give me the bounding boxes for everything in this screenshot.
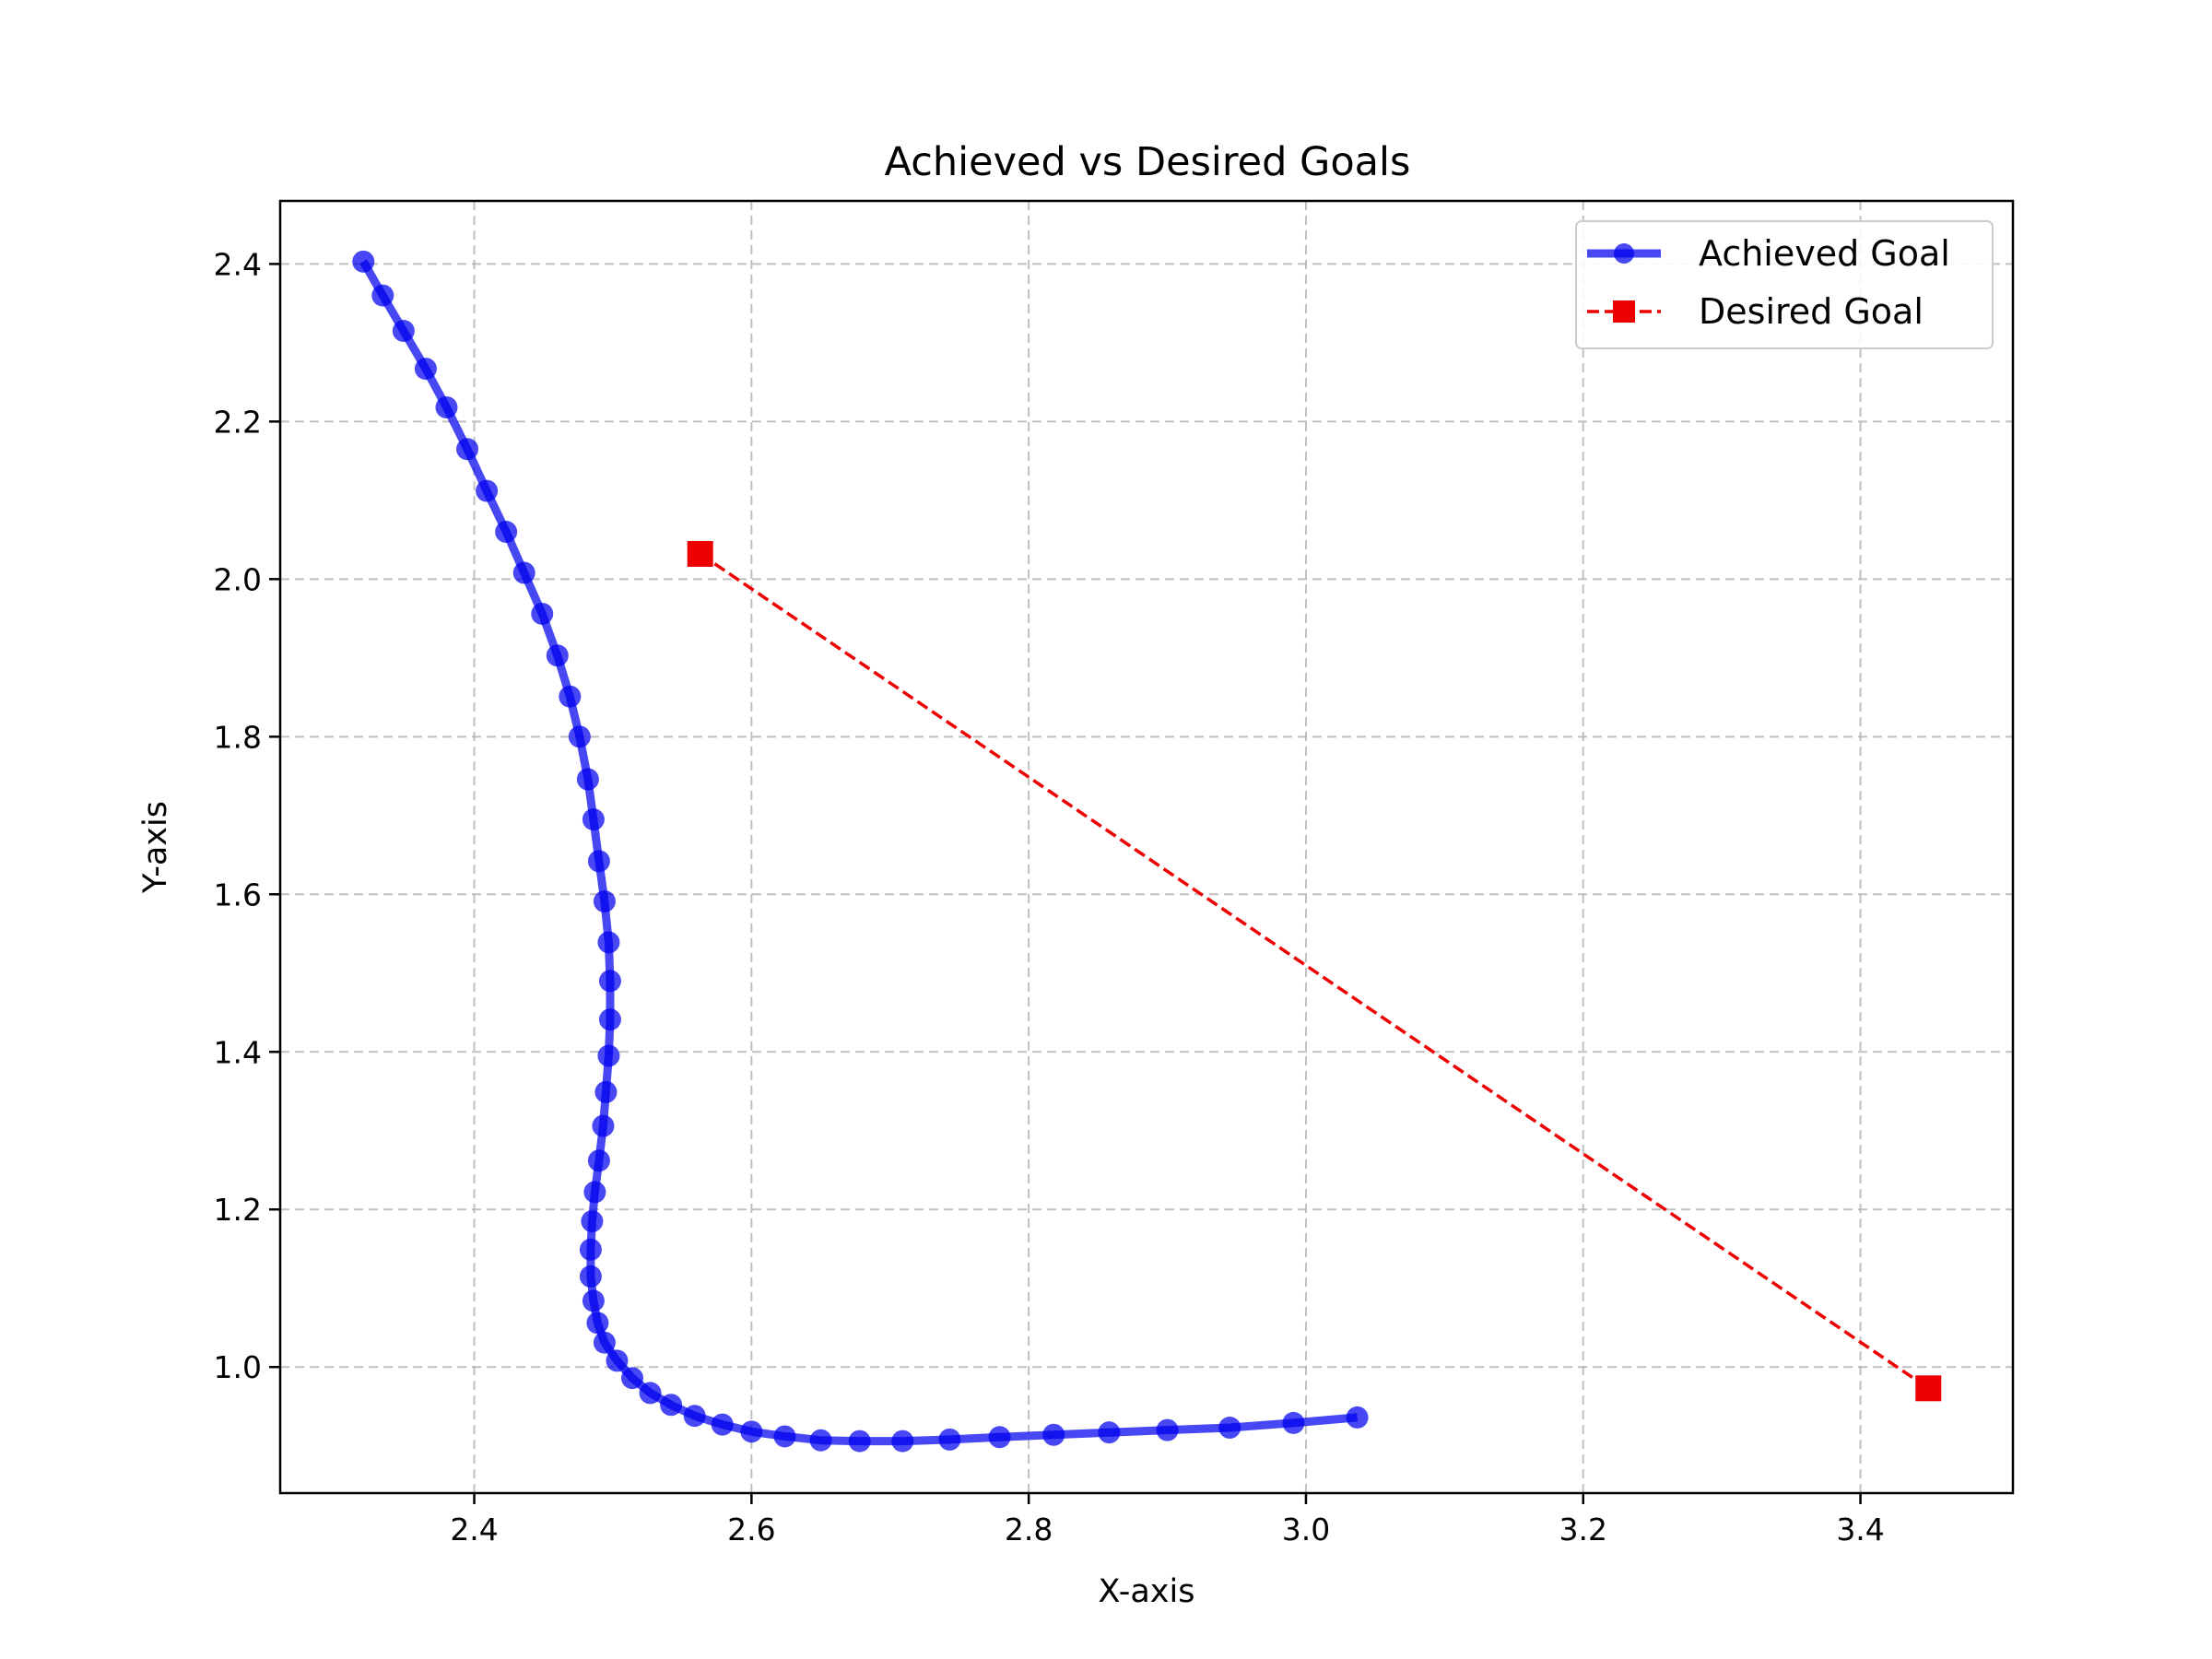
y-tick-label: 1.6 [214,877,262,912]
achieved-point [1218,1417,1241,1440]
achieved-point [456,438,479,461]
achieved-point [598,970,621,993]
y-tick-label: 1.0 [214,1349,262,1385]
achieved-point [587,1149,610,1172]
achieved-point [392,320,415,343]
y-tick-label: 1.8 [214,719,262,755]
legend-label-achieved: Achieved Goal [1699,233,1950,274]
achieved-point [546,644,569,667]
desired-point [1915,1375,1942,1402]
achieved-point [371,284,394,307]
achieved-point [476,479,499,502]
achieved-point [583,1181,606,1204]
achieved-point [581,1210,604,1233]
achieved-point [576,768,599,791]
chart-title: Achieved vs Desired Goals [885,139,1411,185]
x-tick-label: 2.8 [1005,1512,1053,1547]
y-tick-label: 2.2 [214,404,262,440]
achieved-point [579,1265,602,1288]
series-layer [352,250,1942,1453]
x-tick-label: 3.2 [1559,1512,1607,1547]
achieved-point [809,1429,832,1452]
achieved-point [683,1405,706,1428]
x-tick-label: 3.4 [1836,1512,1884,1547]
y-tick-label: 2.0 [214,561,262,597]
desired-point [687,540,713,567]
achieved-point [594,1080,618,1103]
achieved-point [592,1114,615,1137]
achieved-point [773,1425,796,1448]
achieved-point [848,1430,871,1453]
legend: Achieved Goal Desired Goal [1575,220,1994,349]
y-tick-label: 1.4 [214,1034,262,1070]
achieved-point [568,725,591,748]
legend-label-desired: Desired Goal [1699,291,1924,332]
achieved-point [988,1426,1011,1449]
x-tick-label: 2.6 [727,1512,775,1547]
achieved-point [621,1367,644,1390]
legend-marker-achieved [1614,243,1634,264]
achieved-point [891,1430,914,1453]
achieved-point [1282,1411,1305,1434]
x-axis-ticks: 2.4 2.6 2.8 3.0 3.2 3.4 [450,1493,1885,1547]
achieved-point [586,1312,609,1335]
achieved-point [352,250,375,273]
y-tick-label: 1.2 [214,1192,262,1228]
series-desired-goal [687,540,1942,1402]
achieved-point [582,1289,605,1312]
achieved-point [495,521,518,544]
achieved-point [1156,1418,1179,1441]
achieved-point [639,1382,662,1405]
achieved-point [559,685,582,708]
y-axis-label: Y-axis [137,801,174,894]
achieved-point [531,602,554,625]
achieved-point [606,1349,629,1372]
x-axis-label: X-axis [1099,1573,1195,1610]
x-tick-label: 3.0 [1282,1512,1330,1547]
achieved-point [597,1044,620,1067]
achieved-point [1042,1423,1065,1446]
achieved-point [587,850,610,873]
series-achieved-goal [352,250,1369,1453]
achieved-point [512,561,535,584]
plot-frame [278,199,2015,1495]
achieved-point [711,1413,734,1436]
x-tick-label: 2.4 [450,1512,498,1547]
achieved-point [435,395,458,418]
achieved-point [593,1331,616,1354]
achieved-point [938,1428,961,1451]
achieved-point [660,1394,683,1417]
y-tick-label: 2.4 [214,246,262,282]
series-line-desired [699,552,1930,1390]
achieved-point [582,808,605,831]
achieved-point [579,1238,602,1261]
achieved-point [1098,1421,1121,1444]
legend-box [1575,220,1994,349]
achieved-point [598,1008,621,1031]
y-axis-ticks: 1.0 1.2 1.4 1.6 1.8 2.0 2.2 2.4 [214,246,280,1385]
achieved-point [740,1420,763,1443]
achieved-point [1346,1406,1369,1429]
achieved-point [414,358,437,381]
legend-marker-desired [1613,300,1635,323]
achieved-point [597,931,620,954]
achieved-point [593,889,616,912]
